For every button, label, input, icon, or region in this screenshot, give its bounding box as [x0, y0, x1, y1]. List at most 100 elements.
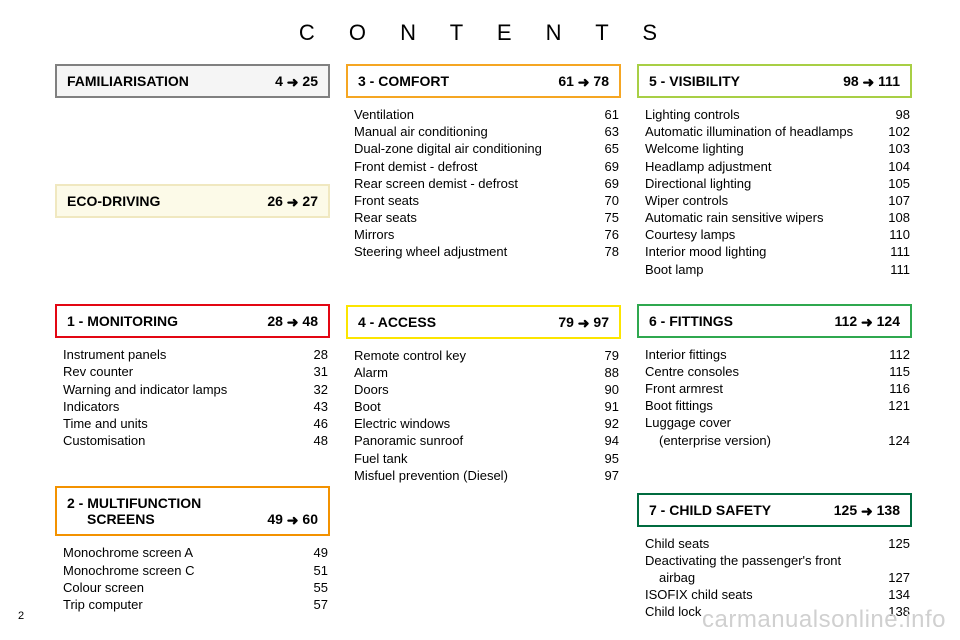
item-text: Doors	[354, 381, 589, 398]
item-page: 103	[880, 140, 910, 157]
item-page: 88	[589, 364, 619, 381]
arrow-icon: ➜	[861, 503, 873, 519]
list-item: Rev counter31	[63, 363, 328, 380]
box-access: 4 - ACCESS 79 ➜ 97	[346, 305, 621, 339]
list-item: Wiper controls107	[645, 192, 910, 209]
item-page: 125	[880, 535, 910, 552]
item-page: 63	[589, 123, 619, 140]
box-label: FAMILIARISATION	[67, 73, 269, 89]
list-item: Ventilation61	[354, 106, 619, 123]
list-item: Centre consoles115	[645, 363, 910, 380]
list-item: Front armrest116	[645, 380, 910, 397]
item-page: 75	[589, 209, 619, 226]
box-comfort: 3 - COMFORT 61 ➜ 78	[346, 64, 621, 98]
item-text: Centre consoles	[645, 363, 880, 380]
item-page: 57	[298, 596, 328, 613]
box-range: 98 ➜ 111	[837, 73, 900, 89]
list-item: Electric windows92	[354, 415, 619, 432]
item-page: 28	[298, 346, 328, 363]
item-text: (enterprise version)	[645, 432, 880, 449]
box-label: 7 - CHILD SAFETY	[649, 502, 828, 518]
item-page: 78	[589, 243, 619, 260]
item-page: 105	[880, 175, 910, 192]
arrow-icon: ➜	[287, 314, 299, 330]
item-page: 51	[298, 562, 328, 579]
item-text: Manual air conditioning	[354, 123, 589, 140]
item-page: 102	[880, 123, 910, 140]
item-page: 116	[880, 380, 910, 397]
item-text: Colour screen	[63, 579, 298, 596]
list-multifunction: Monochrome screen A49Monochrome screen C…	[55, 544, 330, 613]
item-page: 127	[880, 569, 910, 586]
arrow-icon: ➜	[578, 315, 590, 331]
item-text: ISOFIX child seats	[645, 586, 880, 603]
item-page: 111	[880, 261, 910, 278]
box-familiarisation: FAMILIARISATION 4 ➜ 25	[55, 64, 330, 98]
list-item: Welcome lighting103	[645, 140, 910, 157]
arrow-icon: ➜	[578, 74, 590, 90]
box-range: 49 ➜ 60	[261, 511, 318, 527]
list-item: Front demist - defrost69	[354, 158, 619, 175]
item-page: 111	[880, 243, 910, 260]
list-item: Lighting controls98	[645, 106, 910, 123]
item-text: Front seats	[354, 192, 589, 209]
item-text: Time and units	[63, 415, 298, 432]
list-item: Boot91	[354, 398, 619, 415]
list-item: Deactivating the passenger's front	[645, 552, 910, 569]
item-page: 110	[880, 226, 910, 243]
item-page: 115	[880, 363, 910, 380]
box-range: 28 ➜ 48	[261, 313, 318, 329]
box-label: 6 - FITTINGS	[649, 313, 829, 329]
item-text: Dual-zone digital air conditioning	[354, 140, 589, 157]
arrow-icon: ➜	[861, 314, 873, 330]
list-item: Customisation48	[63, 432, 328, 449]
list-item: Boot fittings121	[645, 397, 910, 414]
list-item: Colour screen55	[63, 579, 328, 596]
box-label: 3 - COMFORT	[358, 73, 552, 89]
item-text: Front demist - defrost	[354, 158, 589, 175]
list-item: Alarm88	[354, 364, 619, 381]
item-text: Headlamp adjustment	[645, 158, 880, 175]
box-range: 4 ➜ 25	[269, 73, 318, 89]
item-page: 92	[589, 415, 619, 432]
list-item: Time and units46	[63, 415, 328, 432]
list-item: Automatic illumination of headlamps102	[645, 123, 910, 140]
list-fittings: Interior fittings112Centre consoles115Fr…	[637, 346, 912, 449]
item-page: 97	[589, 467, 619, 484]
list-item: Warning and indicator lamps32	[63, 381, 328, 398]
item-page: 65	[589, 140, 619, 157]
item-text: Warning and indicator lamps	[63, 381, 298, 398]
item-text: Luggage cover	[645, 414, 880, 431]
item-page: 69	[589, 158, 619, 175]
list-item: Child seats125	[645, 535, 910, 552]
list-monitoring: Instrument panels28Rev counter31Warning …	[55, 346, 330, 449]
item-page: 70	[589, 192, 619, 209]
list-access: Remote control key79Alarm88Doors90Boot91…	[346, 347, 621, 484]
list-item: Rear seats75	[354, 209, 619, 226]
item-text: Interior fittings	[645, 346, 880, 363]
box-range: 26 ➜ 27	[261, 193, 318, 209]
item-text: Child seats	[645, 535, 880, 552]
item-text: Alarm	[354, 364, 589, 381]
item-page: 112	[880, 346, 910, 363]
item-text: Automatic illumination of headlamps	[645, 123, 880, 140]
item-text: Remote control key	[354, 347, 589, 364]
item-text: Customisation	[63, 432, 298, 449]
item-page	[880, 552, 910, 569]
item-page: 98	[880, 106, 910, 123]
item-text: Mirrors	[354, 226, 589, 243]
arrow-icon: ➜	[287, 74, 299, 90]
item-page: 95	[589, 450, 619, 467]
box-label: 1 - MONITORING	[67, 313, 261, 329]
columns: FAMILIARISATION 4 ➜ 25 ECO-DRIVING 26 ➜ …	[55, 64, 915, 635]
item-text: Boot	[354, 398, 589, 415]
item-page: 91	[589, 398, 619, 415]
item-page: 48	[298, 432, 328, 449]
col-3: 5 - VISIBILITY 98 ➜ 111 Lighting control…	[637, 64, 912, 635]
item-page: 94	[589, 432, 619, 449]
item-page: 104	[880, 158, 910, 175]
list-item: Front seats70	[354, 192, 619, 209]
item-text: Indicators	[63, 398, 298, 415]
col-2: 3 - COMFORT 61 ➜ 78 Ventilation61Manual …	[346, 64, 621, 635]
list-item: Monochrome screen C51	[63, 562, 328, 579]
